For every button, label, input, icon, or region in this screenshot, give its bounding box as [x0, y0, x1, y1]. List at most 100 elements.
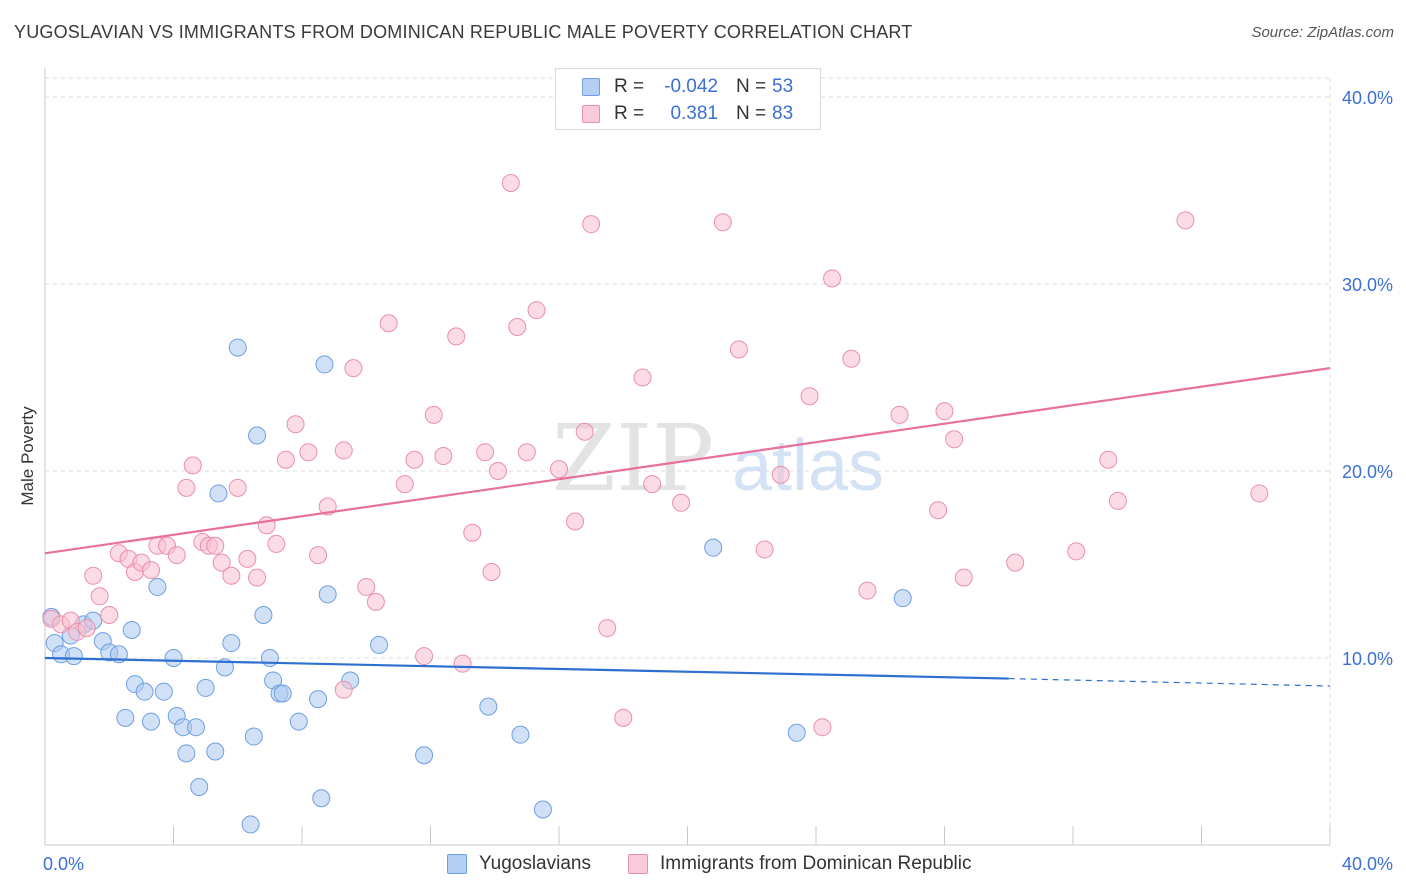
data-point-pink: [929, 501, 948, 520]
data-point-pink: [286, 415, 305, 434]
data-point-pink: [527, 301, 546, 320]
legend-swatch-pink: [582, 105, 600, 123]
data-point-pink: [212, 553, 231, 572]
data-point-blue: [533, 800, 552, 819]
data-point-blue: [154, 682, 173, 701]
data-point-blue: [186, 718, 205, 737]
data-point-blue: [196, 678, 215, 697]
data-point-pink: [405, 450, 424, 469]
data-point-blue: [479, 697, 498, 716]
legend-swatch-blue: [582, 78, 600, 96]
x-tick-label: 40.0%: [1342, 854, 1393, 874]
watermark-zip: ZIP: [552, 405, 714, 512]
data-point-blue: [222, 634, 241, 653]
n-value: 83: [772, 103, 794, 124]
data-point-pink: [309, 546, 328, 565]
data-point-blue: [164, 649, 183, 667]
data-point-pink: [1099, 450, 1118, 469]
data-point-pink: [77, 619, 96, 638]
n-value: 53: [772, 76, 794, 97]
data-point-pink: [222, 566, 241, 585]
data-point-blue: [241, 815, 260, 834]
data-point-pink: [206, 536, 225, 555]
data-point-blue: [190, 778, 209, 797]
data-point-pink: [183, 456, 202, 475]
data-point-blue: [116, 708, 135, 727]
watermark-atlas: atlas: [732, 426, 884, 506]
data-point-pink: [366, 592, 385, 611]
data-point-pink: [501, 174, 520, 193]
legend-row-yugoslavians: R = -0.042 N = 53: [556, 74, 820, 100]
data-point-pink: [453, 654, 472, 673]
data-point-blue: [511, 725, 530, 744]
data-point-pink: [482, 562, 501, 581]
legend-label: Immigrants from Dominican Republic: [660, 853, 972, 874]
data-point-blue: [135, 682, 154, 701]
trend-line-pink: [44, 367, 1331, 555]
data-point-pink: [1108, 491, 1127, 510]
r-label: R =: [614, 76, 645, 97]
data-point-blue: [206, 742, 225, 761]
data-point-pink: [614, 708, 633, 727]
data-point-pink: [823, 269, 842, 288]
data-point-blue: [309, 690, 328, 709]
data-point-pink: [177, 478, 196, 497]
data-point-pink: [257, 516, 276, 535]
data-point-blue: [215, 658, 234, 677]
data-point-pink: [100, 605, 119, 624]
data-point-blue: [142, 712, 161, 731]
data-point-pink: [672, 493, 691, 512]
r-value: 0.381: [670, 103, 718, 124]
data-point-pink: [434, 447, 453, 466]
data-point-pink: [598, 619, 617, 638]
data-point-pink: [566, 512, 585, 531]
trend-line-blue: [44, 656, 1009, 680]
data-point-pink: [238, 549, 257, 568]
data-point-pink: [755, 540, 774, 559]
data-point-blue: [415, 746, 434, 765]
data-point-blue: [312, 789, 331, 808]
data-point-pink: [643, 475, 662, 494]
data-point-pink: [379, 314, 398, 333]
data-point-pink: [476, 443, 495, 462]
legend-swatch-blue: [447, 854, 467, 874]
n-label: N =: [736, 103, 767, 124]
data-point-pink: [84, 566, 103, 585]
data-point-pink: [1067, 542, 1086, 561]
data-point-pink: [463, 523, 482, 542]
data-point-blue: [318, 585, 337, 604]
legend-swatch-pink: [628, 854, 648, 874]
correlation-legend: R = -0.042 N = 53 R = 0.381 N = 83: [555, 68, 821, 130]
data-point-pink: [813, 718, 832, 737]
data-point-pink: [334, 441, 353, 460]
data-point-pink: [508, 318, 527, 337]
chart-title: YUGOSLAVIAN VS IMMIGRANTS FROM DOMINICAN…: [14, 22, 913, 42]
data-point-pink: [890, 405, 909, 424]
data-point-pink: [267, 534, 286, 553]
source-label: Source: ZipAtlas.com: [1251, 24, 1394, 41]
data-point-pink: [935, 402, 954, 421]
legend-row-dominican: R = 0.381 N = 83: [556, 101, 820, 127]
n-label: N =: [736, 76, 767, 97]
data-point-blue: [122, 620, 141, 639]
data-point-pink: [954, 568, 973, 587]
data-point-pink: [713, 213, 732, 232]
data-point-pink: [344, 359, 363, 378]
data-point-blue: [370, 635, 389, 654]
data-point-pink: [575, 422, 594, 441]
data-point-blue: [209, 484, 228, 503]
y-tick-label: 40.0%: [1342, 88, 1393, 108]
data-point-blue: [148, 577, 167, 596]
data-point-blue: [289, 712, 308, 731]
y-tick-label: 10.0%: [1342, 649, 1393, 669]
data-point-pink: [729, 340, 748, 359]
y-tick-label: 20.0%: [1342, 462, 1393, 482]
data-point-pink: [248, 568, 267, 587]
data-point-blue: [273, 684, 292, 703]
data-point-pink: [582, 215, 601, 234]
data-point-pink: [1250, 484, 1269, 503]
data-point-pink: [142, 561, 161, 580]
data-point-pink: [842, 349, 861, 368]
data-point-pink: [771, 465, 790, 484]
